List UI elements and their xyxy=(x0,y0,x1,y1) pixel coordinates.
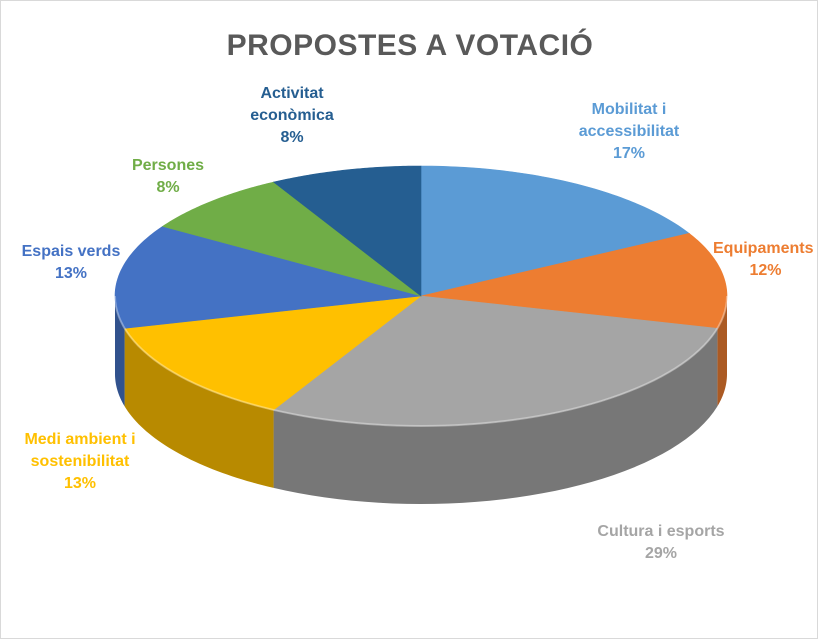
pie-side-2 xyxy=(717,296,727,407)
data-label-text: Activitat xyxy=(260,85,324,102)
pie-side-5 xyxy=(115,296,125,407)
data-label-2: Equipaments 12% xyxy=(713,238,818,282)
data-label-text: econòmica xyxy=(250,107,334,124)
data-label-text: sostenibilitat xyxy=(30,453,130,470)
chart-title: PROPOSTES A VOTACIÓ xyxy=(226,29,594,62)
data-label-1: Mobilitat i accessibilitat 17% xyxy=(549,99,709,165)
data-label-7: Activitat econòmica 8% xyxy=(227,83,357,149)
data-label-percent: 12% xyxy=(749,262,782,279)
data-label-percent: 29% xyxy=(644,545,678,562)
data-label-percent: 17% xyxy=(612,145,646,162)
pie-slice-3 xyxy=(272,295,718,427)
data-label-5: Espais verds 13% xyxy=(1,241,141,285)
pie-slice-2 xyxy=(420,233,728,329)
data-label-6: Persones 8% xyxy=(113,155,223,199)
data-label-text: Cultura i esports xyxy=(597,523,725,540)
data-label-text: Mobilitat i xyxy=(591,101,667,118)
pie-slice-4 xyxy=(124,295,423,411)
data-label-percent: 8% xyxy=(156,179,180,196)
data-label-text: accessibilitat xyxy=(578,123,680,140)
pie-rim xyxy=(114,295,728,428)
pie-side-4 xyxy=(124,328,274,488)
data-label-text: Persones xyxy=(131,157,205,174)
data-label-text: Medi ambient i xyxy=(24,431,136,448)
data-label-text: Espais verds xyxy=(21,243,121,260)
pie-top-faces xyxy=(114,165,728,427)
pie-side-walls xyxy=(115,296,727,504)
pie-slice-5 xyxy=(114,226,422,329)
data-label-percent: 13% xyxy=(54,265,88,282)
pie-slice-6 xyxy=(161,181,422,297)
data-label-percent: 8% xyxy=(280,129,304,146)
pie-slice-1 xyxy=(420,165,690,297)
data-label-3: Cultura i esports 29% xyxy=(561,521,761,565)
pie-slice-7 xyxy=(272,165,422,297)
data-label-percent: 13% xyxy=(63,475,97,492)
data-label-text: Equipaments xyxy=(713,240,814,257)
pie-side-3 xyxy=(273,328,718,504)
data-label-4: Medi ambient i sostenibilitat 13% xyxy=(1,429,159,495)
